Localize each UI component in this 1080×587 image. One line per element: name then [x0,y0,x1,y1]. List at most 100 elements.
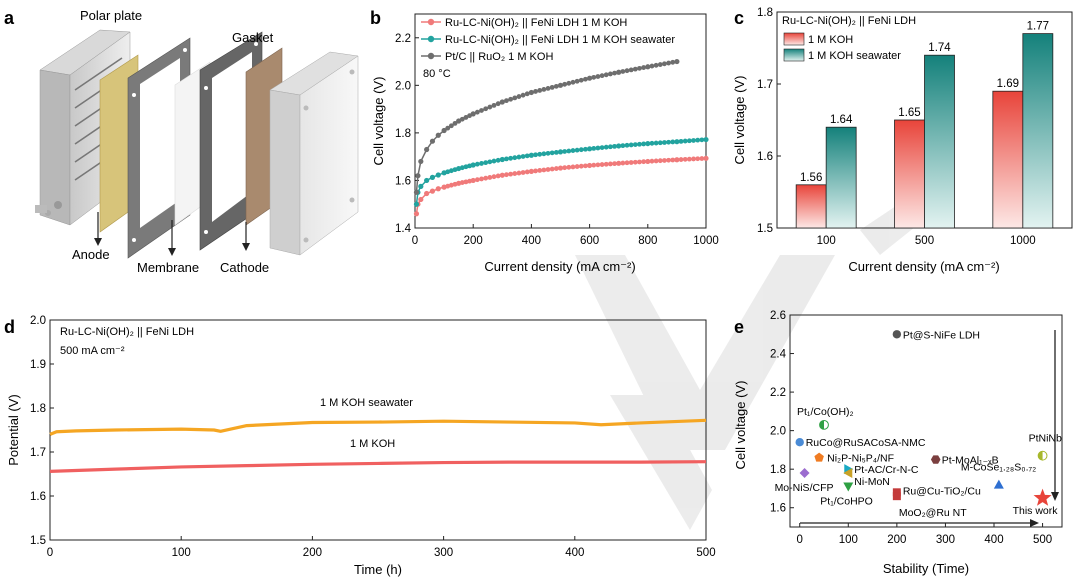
e-xtick-label: 300 [936,534,955,546]
data-point-b-1 [491,158,497,164]
bar-value-label: 1.74 [928,42,951,54]
axes-c: 1.5 1.6 1.7 1.8 100 500 1000 [757,7,1036,247]
polar-plate-right [269,51,359,256]
data-point-b-2 [413,189,420,195]
data-point-b-0 [516,170,522,176]
data-point-b-2 [632,66,638,72]
bar-0-1 [894,119,925,229]
panel-c: c 1.5 1.6 1.7 1.8 100 500 1000 1.56 1.64 1.65 1.7… [732,7,1073,274]
b-ytick-label: 1.6 [395,175,411,187]
d-xtick-label: 500 [696,547,715,559]
data-point-b-2 [459,116,465,122]
data-point-b-1 [678,138,684,144]
data-point-b-1 [553,149,559,155]
data-point-b-0 [607,161,613,167]
bar-1-1 [924,54,955,229]
data-point-b-0 [662,158,667,163]
data-point-b-0 [499,172,505,178]
data-point-b-0 [566,164,572,170]
b-xtick-label: 0 [412,235,418,247]
data-point-b-0 [620,160,626,166]
data-point-b-1 [528,152,535,158]
data-point-b-0 [445,183,451,189]
data-point-b-2 [666,60,671,66]
data-point-b-0 [528,168,535,175]
data-point-b-2 [495,101,501,107]
trend-arrows [800,330,1059,527]
data-point-b-2 [649,63,655,69]
series-label-seawater: 1 M KOH seawater [320,397,413,409]
data-point-b-2 [528,89,535,96]
data-point-b-0 [562,165,568,171]
data-point-b-1 [487,159,493,165]
d-xtick-label: 300 [434,547,453,559]
d-ytick-label: 2.0 [30,315,46,327]
data-point-b-1 [508,155,514,161]
data-point-b-0 [703,155,709,161]
data-point-b-2 [415,173,421,179]
data-point-b-2 [562,81,568,87]
scatter-label-3: Ni₂P-Ni₅P₄/NF [827,453,894,465]
bar-value-label: 1.69 [997,78,1019,90]
data-point-b-1 [448,168,454,174]
data-point-b-2 [429,138,436,144]
data-point-b-1 [413,201,420,207]
data-point-b-2 [487,104,493,110]
data-point-b-2 [545,85,551,91]
data-point-b-0 [537,168,543,173]
data-point-b-0 [533,168,538,174]
legend-marker-b-1 [427,35,435,43]
data-point-b-2 [516,94,522,99]
data-point-b-0 [424,190,430,197]
data-point-b-2 [645,64,651,70]
data-point-b-1 [587,146,593,152]
e-xtick-label: 400 [984,534,1003,546]
panel-b: b 0 200 400 600 800 1000 1.4 1.6 1.8 2.0 2.2 Ru-LC… [370,8,719,274]
label-polar-plate: Polar plate [80,8,142,23]
panel-a-letter: a [4,8,15,28]
legend-b: Ru-LC-Ni(OH)₂ || FeNi LDH 1 M KOH Ru-LC-N… [421,17,675,63]
b-xtick-label: 400 [522,235,541,247]
data-point-b-1 [632,142,638,148]
data-point-b-0 [487,175,493,180]
legend-marker-b-2 [427,52,435,60]
bars-c: 1.56 1.64 1.65 1.74 1.69 1.77 [795,21,1054,229]
data-point-b-0 [616,160,622,166]
data-point-b-1 [562,149,568,154]
b-xtick-label: 800 [638,235,657,247]
data-point-b-1 [641,141,647,147]
axes-d: 0 100 200 300 400 500 1.5 1.6 1.7 1.8 1.9 2.0 [30,315,716,559]
e-ytick-label: 2.2 [770,387,786,399]
data-point-b-2 [653,62,659,68]
series-line-b-2 [415,60,678,193]
data-point-b-0 [595,162,601,168]
scatter-point-10 [1038,451,1043,461]
data-point-b-1 [533,152,538,158]
data-point-b-0 [645,158,651,165]
legend-swatch-c-0 [783,32,805,46]
bar-1-2 [1022,33,1054,229]
label-membrane: Membrane [137,260,199,275]
data-point-b-0 [578,163,584,169]
d-ytick-label: 1.9 [30,359,46,371]
data-point-b-0 [463,179,469,185]
d-xtick-label: 0 [47,547,53,559]
data-point-b-2 [424,146,430,153]
data-point-b-2 [524,91,530,97]
plot-frame-d [49,319,707,541]
data-point-b-0 [495,173,501,179]
legend-label-b-0: Ru-LC-Ni(OH)₂ || FeNi LDH 1 M KOH [445,17,627,29]
data-point-b-0 [557,165,564,171]
data-point-b-0 [545,167,551,172]
b-ytick-label: 2.0 [395,80,411,92]
scatter-label-11: Ru@Cu-TiO₂/Cu [903,485,981,497]
data-point-b-2 [574,78,580,84]
scatter-label-6: Ni-MoN [854,476,890,488]
c-xtick-label: 1000 [1010,235,1036,247]
data-point-b-1 [435,172,441,178]
data-point-b-2 [595,74,601,79]
data-point-b-1 [624,142,630,148]
data-point-b-1 [516,154,522,160]
bar-value-label: 1.77 [1027,21,1049,33]
data-point-b-0 [520,170,526,175]
